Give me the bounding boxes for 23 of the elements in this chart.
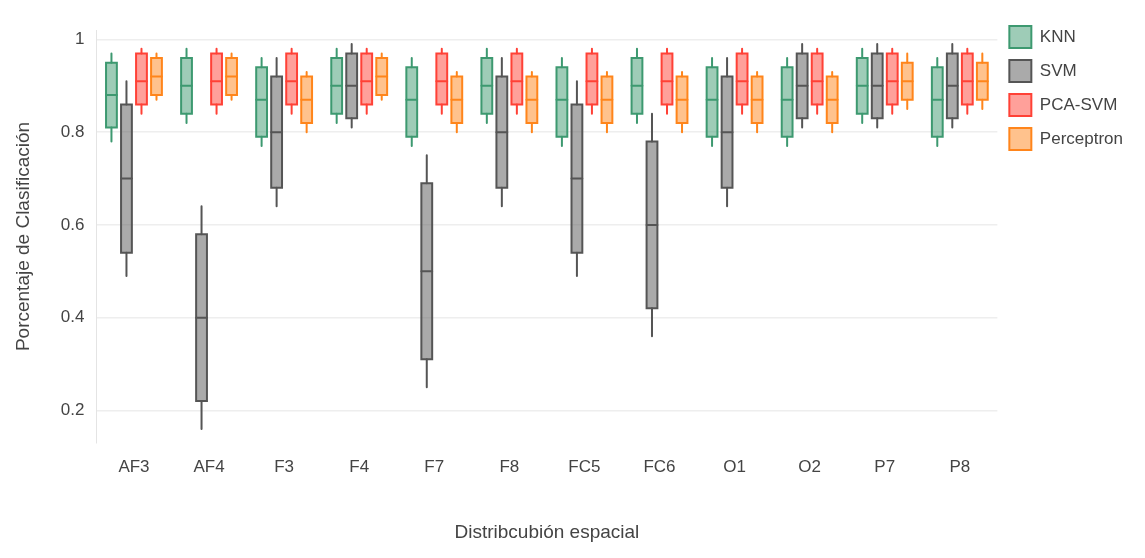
y-tick-label: 0.8	[60, 121, 85, 141]
y-tick-label: 0.2	[60, 400, 85, 420]
legend-label: PCA-SVM	[1039, 94, 1118, 114]
x-tick-label: AF3	[118, 456, 150, 476]
legend-label: Perceptron	[1039, 128, 1124, 148]
x-tick-label: O1	[723, 456, 746, 476]
x-tick-label: F3	[274, 456, 295, 476]
x-tick-label: F4	[349, 456, 370, 476]
legend-label: KNN	[1039, 26, 1076, 46]
x-tick-label: O2	[798, 456, 821, 476]
y-tick-label: 0.4	[60, 307, 85, 327]
y-tick-label: 0.6	[60, 214, 85, 234]
x-tick-label: FC6	[643, 456, 676, 476]
x-tick-label: P7	[874, 456, 896, 476]
x-axis-title: Distribcubión espacial	[454, 520, 640, 542]
x-tick-label: AF4	[193, 456, 225, 476]
x-tick-label: FC5	[568, 456, 601, 476]
x-tick-label: F8	[499, 456, 520, 476]
x-tick-label: F7	[424, 456, 445, 476]
legend-label: SVM	[1039, 60, 1077, 80]
x-tick-label: P8	[949, 456, 971, 476]
y-tick-label: 1	[74, 29, 85, 49]
y-axis-title: Porcentaje de Clasificación	[11, 121, 33, 352]
